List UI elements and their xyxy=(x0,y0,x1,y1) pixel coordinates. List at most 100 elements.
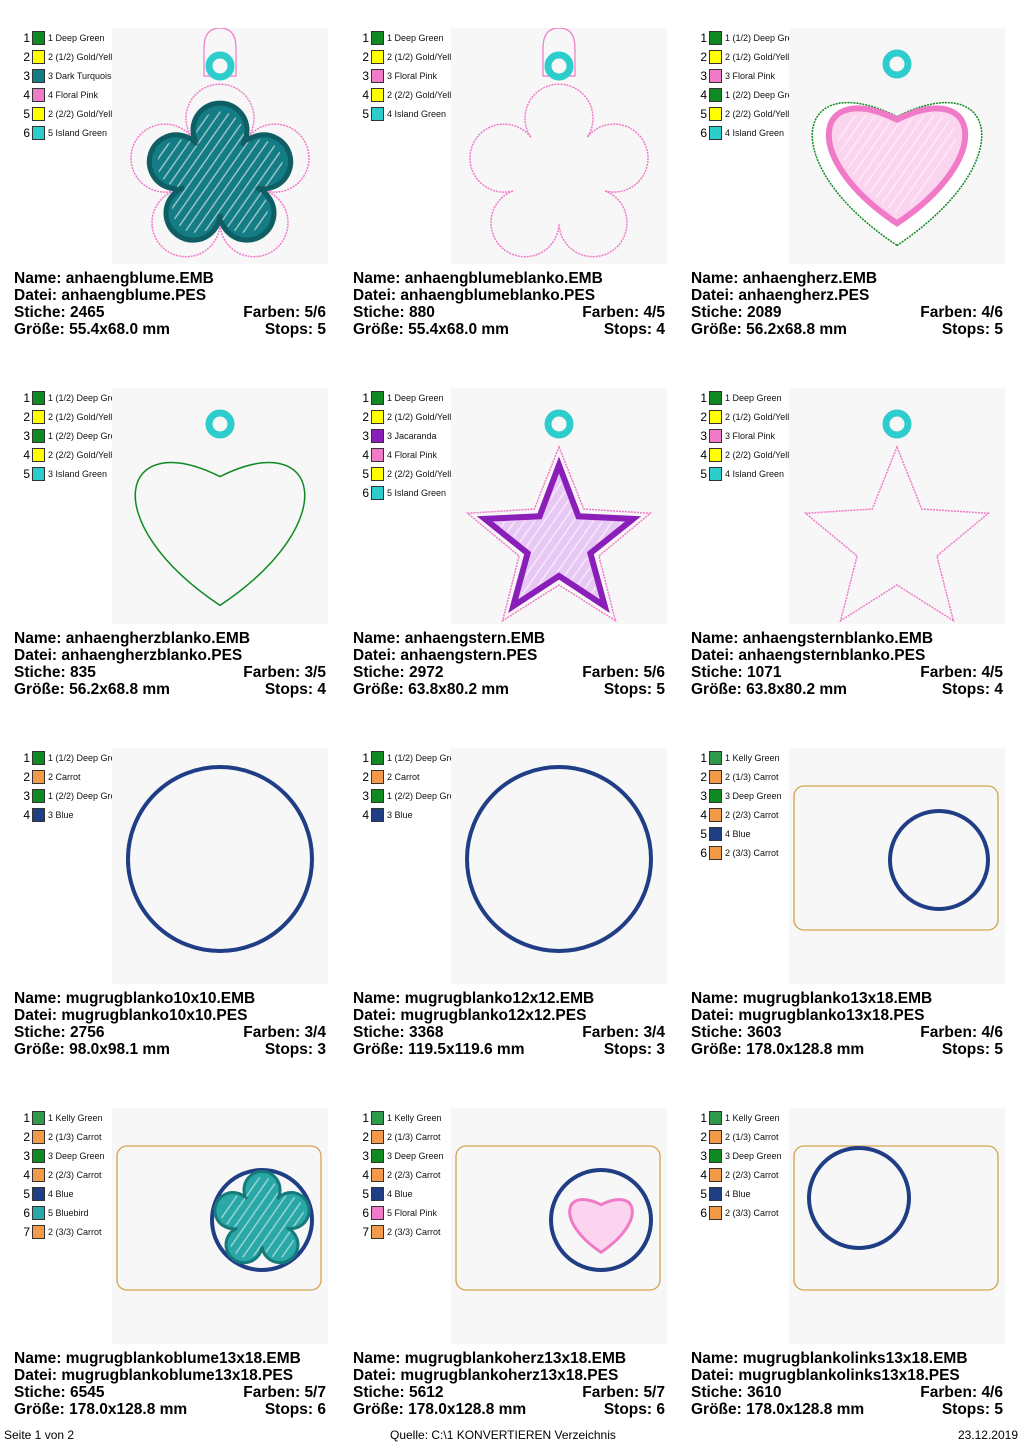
design-size-value: 119.5x119.6 mm xyxy=(408,1041,525,1058)
color-count-value: 4/5 xyxy=(643,304,665,321)
thread-index: 4 xyxy=(362,447,369,462)
design-name: Name: mugrugblankoherz13x18.EMB xyxy=(353,1350,626,1367)
design-file-value: mugrugblanko13x18.PES xyxy=(738,1007,925,1024)
design-size: Größe: 63.8x80.2 mm xyxy=(691,681,847,698)
info-line: Stiche: 6545 Farben: 5/7 xyxy=(14,1384,326,1401)
thread-color-swatch xyxy=(32,30,45,45)
thread-index: 6 xyxy=(700,125,707,140)
thread-index: 5 xyxy=(362,466,369,481)
thread-color-name: 2 (3/3) Carrot xyxy=(48,1226,102,1237)
info-line: Stiche: 2089 Farben: 4/6 xyxy=(691,304,1003,321)
stop-count-value: 3 xyxy=(317,1041,326,1058)
thread-index: 4 xyxy=(700,87,707,102)
thread-color-row: 4 2 (2/2) Gold/Yellc xyxy=(20,445,130,464)
info-line: Größe: 119.5x119.6 mm Stops: 3 xyxy=(353,1041,665,1058)
stitch-count-label: Stiche: xyxy=(353,1384,405,1401)
thread-index: 3 xyxy=(700,788,707,803)
thread-color-swatch xyxy=(709,428,722,443)
design-file-label: Datei: xyxy=(353,1367,397,1384)
thread-color-row: 1 1 (1/2) Deep Gree xyxy=(20,388,130,407)
design-name: Name: anhaengsternblanko.EMB xyxy=(691,630,933,647)
info-line: Name: mugrugblankoherz13x18.EMB xyxy=(353,1350,665,1367)
info-line: Datei: anhaengherz.PES xyxy=(691,287,1003,304)
info-line: Größe: 178.0x128.8 mm Stops: 6 xyxy=(353,1401,665,1418)
stop-count-value: 3 xyxy=(656,1041,665,1058)
design-name-value: anhaengblume.EMB xyxy=(65,270,214,287)
thread-color-row: 3 3 Deep Green xyxy=(697,1146,807,1165)
stitch-count-label: Stiche: xyxy=(14,1024,66,1041)
thread-color-name: 4 Blue xyxy=(725,1188,751,1199)
info-line: Datei: mugrugblankoblume13x18.PES xyxy=(14,1367,326,1384)
design-size: Größe: 178.0x128.8 mm xyxy=(353,1401,526,1418)
color-count-label: Farben: xyxy=(582,1384,640,1401)
stop-count-label: Stops: xyxy=(264,1401,314,1418)
color-count-label: Farben: xyxy=(920,664,978,681)
thread-color-row: 3 1 (2/2) Deep Gree xyxy=(359,786,469,805)
thread-color-name: 2 Carrot xyxy=(387,771,420,782)
color-count-value: 5/7 xyxy=(643,1384,665,1401)
thread-color-name: 2 (2/2) Gold/Yellc xyxy=(725,108,794,119)
info-line: Stiche: 2756 Farben: 3/4 xyxy=(14,1024,326,1041)
thread-color-name: 1 Kelly Green xyxy=(387,1112,442,1123)
design-name: Name: mugrugblanko13x18.EMB xyxy=(691,990,932,1007)
thread-index: 6 xyxy=(362,1205,369,1220)
stitch-count-value: 3603 xyxy=(747,1024,782,1041)
stop-count-value: 6 xyxy=(656,1401,665,1418)
mugrug-circle xyxy=(888,809,990,911)
thread-color-row: 2 2 (1/2) Gold/Yellc xyxy=(20,47,130,66)
info-line: Name: mugrugblanko12x12.EMB xyxy=(353,990,665,1007)
thread-color-row: 5 4 Island Green xyxy=(359,104,469,123)
thread-color-swatch xyxy=(32,1186,45,1201)
design-file: Datei: mugrugblankolinks13x18.PES xyxy=(691,1367,960,1384)
thread-color-row: 5 4 Island Green xyxy=(697,464,807,483)
design-file-label: Datei: xyxy=(14,1367,58,1384)
thread-color-row: 3 1 (2/2) Deep Gree xyxy=(20,786,130,805)
color-count-label: Farben: xyxy=(243,664,301,681)
stop-count-label: Stops: xyxy=(603,681,653,698)
thread-color-swatch xyxy=(709,1167,722,1182)
thread-color-name: 1 (2/2) Deep Gree xyxy=(48,430,121,441)
design-size: Größe: 119.5x119.6 mm xyxy=(353,1041,524,1058)
design-size: Größe: 56.2x68.8 mm xyxy=(14,681,170,698)
design-file-value: anhaengblumeblanko.PES xyxy=(400,287,596,304)
stop-count-value: 6 xyxy=(317,1401,326,1418)
thread-color-row: 5 3 Island Green xyxy=(20,464,130,483)
color-count-value: 4/5 xyxy=(981,664,1003,681)
design-preview-graphic xyxy=(112,388,328,624)
thread-index: 4 xyxy=(23,807,30,822)
stop-count: Stops: 5 xyxy=(942,1041,1003,1058)
thread-color-list: 1 1 Kelly Green 2 2 (1/3) Carrot 3 3 Deep Gre… xyxy=(697,748,807,862)
design-name-label: Name: xyxy=(691,630,739,647)
design-size-label: Größe: xyxy=(691,1401,742,1418)
thread-color-swatch xyxy=(709,1205,722,1220)
thread-color-row: 1 1 Kelly Green xyxy=(697,1108,807,1127)
thread-color-name: 2 (2/3) Carrot xyxy=(725,809,779,820)
hanging-ring xyxy=(205,51,235,81)
design-card: 1 1 Deep Green 2 2 (1/2) Gold/Yellc 3 3 Jacar… xyxy=(339,360,677,720)
thread-color-swatch xyxy=(32,68,45,83)
thread-index: 1 xyxy=(23,1110,30,1125)
thread-color-name: 2 (2/2) Gold/Yellc xyxy=(48,449,117,460)
thread-color-swatch xyxy=(371,750,384,765)
stop-count: Stops: 6 xyxy=(265,1401,326,1418)
flower-fill-texture xyxy=(157,111,283,233)
thread-color-name: 2 (1/2) Gold/Yellc xyxy=(387,411,456,422)
design-preview-graphic xyxy=(789,748,1005,984)
mugrug-circle xyxy=(465,765,653,953)
thread-color-name: 1 Kelly Green xyxy=(48,1112,103,1123)
thread-color-name: 2 (2/3) Carrot xyxy=(725,1169,779,1180)
thread-color-list: 1 1 Kelly Green 2 2 (1/3) Carrot 3 3 Deep Gre… xyxy=(20,1108,130,1241)
thread-color-name: 4 Island Green xyxy=(725,468,785,479)
thread-index: 4 xyxy=(362,807,369,822)
stop-count-value: 5 xyxy=(994,321,1003,338)
design-file: Datei: mugrugblankoblume13x18.PES xyxy=(14,1367,293,1384)
design-size: Größe: 178.0x128.8 mm xyxy=(691,1401,864,1418)
preview-background xyxy=(451,748,667,984)
thread-color-name: 4 Island Green xyxy=(387,108,447,119)
design-preview xyxy=(112,748,328,984)
thread-color-name: 1 Deep Green xyxy=(387,392,444,403)
design-file: Datei: anhaengstern.PES xyxy=(353,647,537,664)
thread-color-name: 2 (1/2) Gold/Yellc xyxy=(725,411,794,422)
stop-count-label: Stops: xyxy=(941,321,991,338)
stitch-count-value: 6545 xyxy=(70,1384,105,1401)
